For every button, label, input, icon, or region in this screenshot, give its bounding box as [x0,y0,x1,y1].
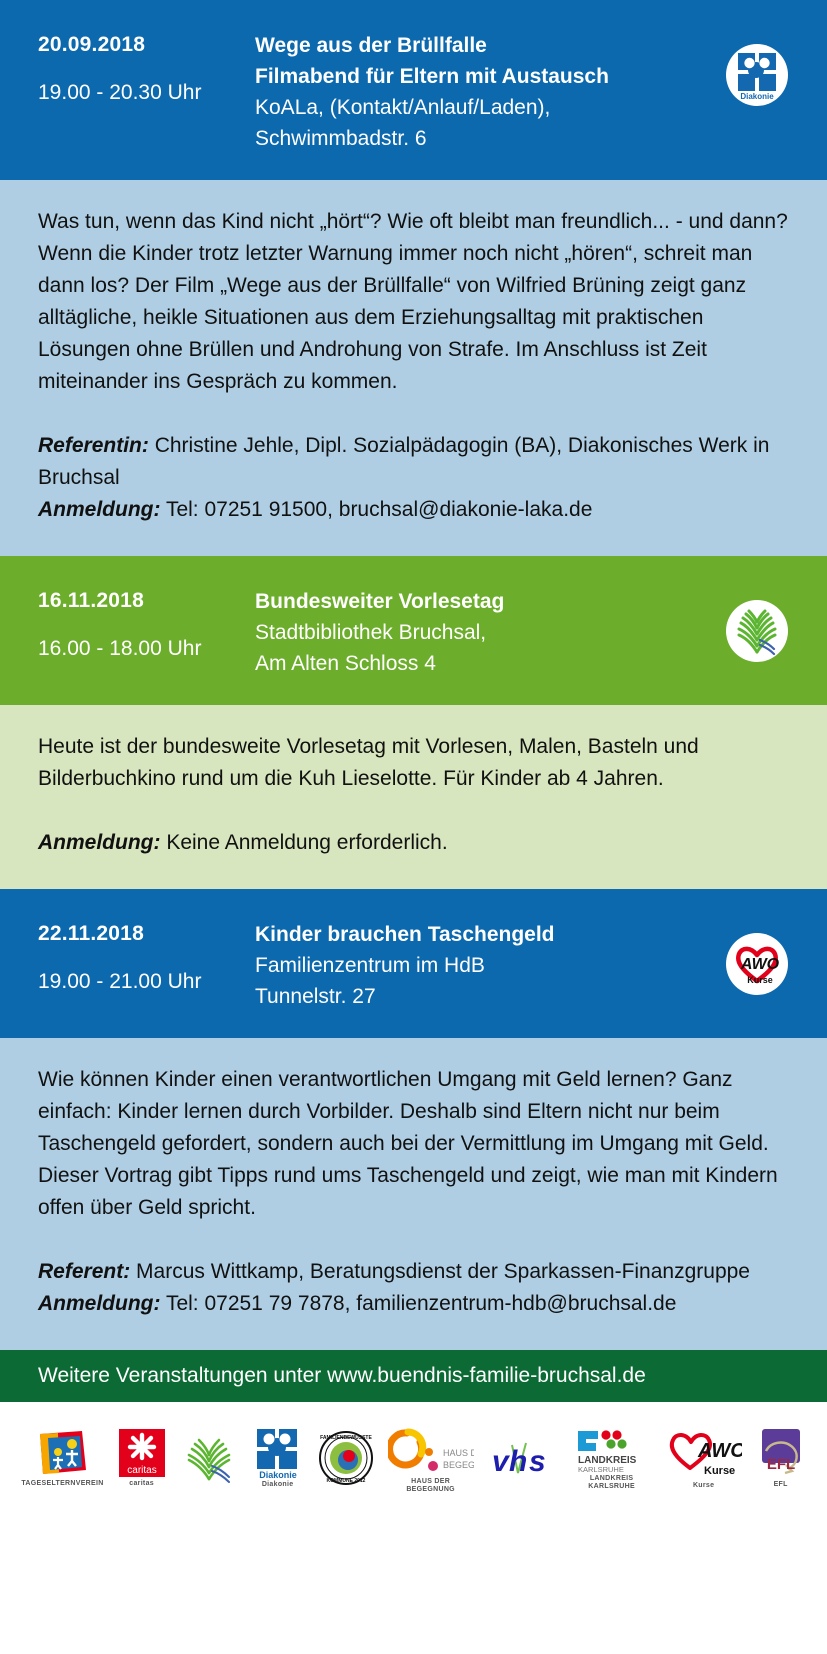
logo-caption: LANDKREIS KARLSRUHE [588,1475,635,1490]
event-time: 19.00 - 20.30 Uhr [38,81,202,104]
speaker-label: Referentin: [38,434,149,457]
stadtbibliothek-bruchsal-logo-icon [180,1418,238,1498]
stadtbibliothek-bruchsal-logo-icon [726,600,788,662]
event-block-2: 16.11.2018 16.00 - 18.00 Uhr Bundesweite… [0,556,827,889]
event-what-2: Bundesweiter Vorlesetag Stadtbibliothek … [255,586,789,679]
footer-more-events-bar: Weitere Veranstaltungen unter www.buendn… [0,1350,827,1402]
paragraph-spacer [38,795,789,827]
event-location-line2: Am Alten Schloss 4 [255,652,436,675]
event-header-2: 16.11.2018 16.00 - 18.00 Uhr Bundesweite… [0,556,827,705]
svg-text:BEGEGNUNG: BEGEGNUNG [443,1460,474,1470]
svg-text:s: s [529,1445,546,1478]
event-registration-line: Anmeldung: Tel: 07251 91500, bruchsal@di… [38,494,789,526]
logo-caption: caritas [129,1480,154,1487]
svg-text:FAMILIENBEWUSSTE: FAMILIENBEWUSSTE [320,1435,372,1441]
familienbewusste-kommune-logo-icon: FAMILIENBEWUSSTE KOMMUNE 2012 [318,1418,374,1498]
speaker-text: Marcus Wittkamp, Beratungsdienst der Spa… [136,1260,750,1283]
registration-label: Anmeldung: [38,831,161,854]
event-subtitle: Filmabend für Eltern mit Austausch [255,65,609,88]
event-date: 16.11.2018 [38,589,144,612]
event-header-3: 22.11.2018 19.00 - 21.00 Uhr Kinder brau… [0,889,827,1038]
event-date: 20.09.2018 [38,33,146,56]
footer-text: Weitere Veranstaltungen unter www.buendn… [38,1364,646,1387]
event-title: Kinder brauchen Taschengeld [255,923,555,946]
event-when-1: 20.09.2018 19.00 - 20.30 Uhr [38,30,255,108]
registration-label: Anmeldung: [38,1292,161,1315]
landkreis-karlsruhe-logo-icon: LANDKREIS KARLSRUHE LANDKREIS KARLSRUHE [572,1418,652,1498]
event-body-3: Wie können Kinder einen verantwortlichen… [0,1038,827,1350]
event-title: Bundesweiter Vorlesetag [255,590,505,613]
event-what-3: Kinder brauchen Taschengeld Familienzent… [255,919,789,1012]
awo-kurse-logo-icon: AWO Kurse [726,933,788,995]
event-body-1: Was tun, wenn das Kind nicht „hört“? Wie… [0,180,827,556]
event-location-line2: Schwimmbadstr. 6 [255,127,427,150]
registration-text: Tel: 07251 91500, bruchsal@diakonie-laka… [165,498,593,521]
svg-text:Kurse: Kurse [704,1465,735,1477]
event-time: 19.00 - 21.00 Uhr [38,970,202,993]
svg-text:KARLSRUHE: KARLSRUHE [578,1465,624,1473]
event-block-1: 20.09.2018 19.00 - 20.30 Uhr Wege aus de… [0,0,827,556]
event-speaker-line: Referentin: Christine Jehle, Dipl. Sozia… [38,430,789,494]
event-location-line1: Stadtbibliothek Bruchsal, [255,621,487,644]
event-location-line2: Tunnelstr. 27 [255,985,376,1008]
event-when-3: 22.11.2018 19.00 - 21.00 Uhr [38,919,255,997]
logo-caption: Kurse [692,1482,715,1489]
caritas-logo-icon: caritas caritas [118,1418,166,1498]
event-time: 16.00 - 18.00 Uhr [38,637,202,660]
svg-text:caritas: caritas [127,1465,156,1476]
paragraph-spacer [38,1224,789,1256]
svg-text:AWO: AWO [697,1440,742,1462]
partner-logo-strip: TAGESELTERNVEREIN caritas caritas [0,1402,827,1514]
vhs-logo-icon: v h s [488,1418,558,1498]
svg-text:h: h [509,1445,527,1478]
event-block-3: 22.11.2018 19.00 - 21.00 Uhr Kinder brau… [0,889,827,1350]
event-title: Wege aus der Brüllfalle [255,34,487,57]
svg-text:HAUS DER: HAUS DER [443,1448,474,1458]
event-registration-line: Anmeldung: Keine Anmeldung erforderlich. [38,827,789,859]
awo-kurse-logo-icon: AWO Kurse Kurse [666,1418,742,1498]
event-date: 22.11.2018 [38,922,144,945]
logo-caption: Diakonie [261,1481,294,1488]
svg-text:Kurse: Kurse [747,975,773,985]
svg-text:EFL: EFL [766,1456,794,1473]
svg-text:v: v [492,1445,511,1478]
diakonie-logo-icon: Diakonie Diakonie [252,1418,304,1498]
event-description: Wie können Kinder einen verantwortlichen… [38,1068,778,1219]
svg-text:LANDKREIS: LANDKREIS [578,1455,637,1466]
registration-label: Anmeldung: [38,498,161,521]
event-what-1: Wege aus der Brüllfalle Filmabend für El… [255,30,789,154]
logo-caption: HAUS DER BEGEGNUNG [406,1478,455,1493]
event-location-line1: Familienzentrum im HdB [255,954,485,977]
event-description: Heute ist der bundesweite Vorlesetag mit… [38,735,699,790]
svg-text:KOMMUNE 2012: KOMMUNE 2012 [326,1478,365,1484]
svg-text:Diakonie: Diakonie [740,92,774,101]
speaker-text: Christine Jehle, Dipl. Sozialpädagogin (… [38,434,770,489]
event-when-2: 16.11.2018 16.00 - 18.00 Uhr [38,586,255,664]
svg-text:AWO: AWO [740,956,780,973]
event-header-1: 20.09.2018 19.00 - 20.30 Uhr Wege aus de… [0,0,827,180]
logo-caption: EFL [773,1481,788,1488]
event-location-line1: KoALa, (Kontakt/Anlauf/Laden), [255,96,551,119]
logo-caption: TAGESELTERNVEREIN [21,1480,104,1487]
paragraph-spacer [38,398,789,430]
registration-text: Keine Anmeldung erforderlich. [166,831,448,854]
tageselternverein-logo-icon: TAGESELTERNVEREIN [21,1418,103,1498]
efl-logo-icon: EFL EFL [756,1418,806,1498]
diakonie-logo-icon: Diakonie [726,44,788,106]
event-description: Was tun, wenn das Kind nicht „hört“? Wie… [38,210,788,393]
event-speaker-line: Referent: Marcus Wittkamp, Beratungsdien… [38,1256,789,1288]
event-registration-line: Anmeldung: Tel: 07251 79 7878, familienz… [38,1288,789,1320]
haus-der-begegnung-logo-icon: HAUS DER BEGEGNUNG HAUS DER BEGEGNUNG [387,1418,474,1498]
speaker-label: Referent: [38,1260,131,1283]
event-body-2: Heute ist der bundesweite Vorlesetag mit… [0,705,827,889]
svg-text:Diakonie: Diakonie [259,1470,297,1479]
registration-text: Tel: 07251 79 7878, familienzentrum-hdb@… [165,1292,677,1315]
